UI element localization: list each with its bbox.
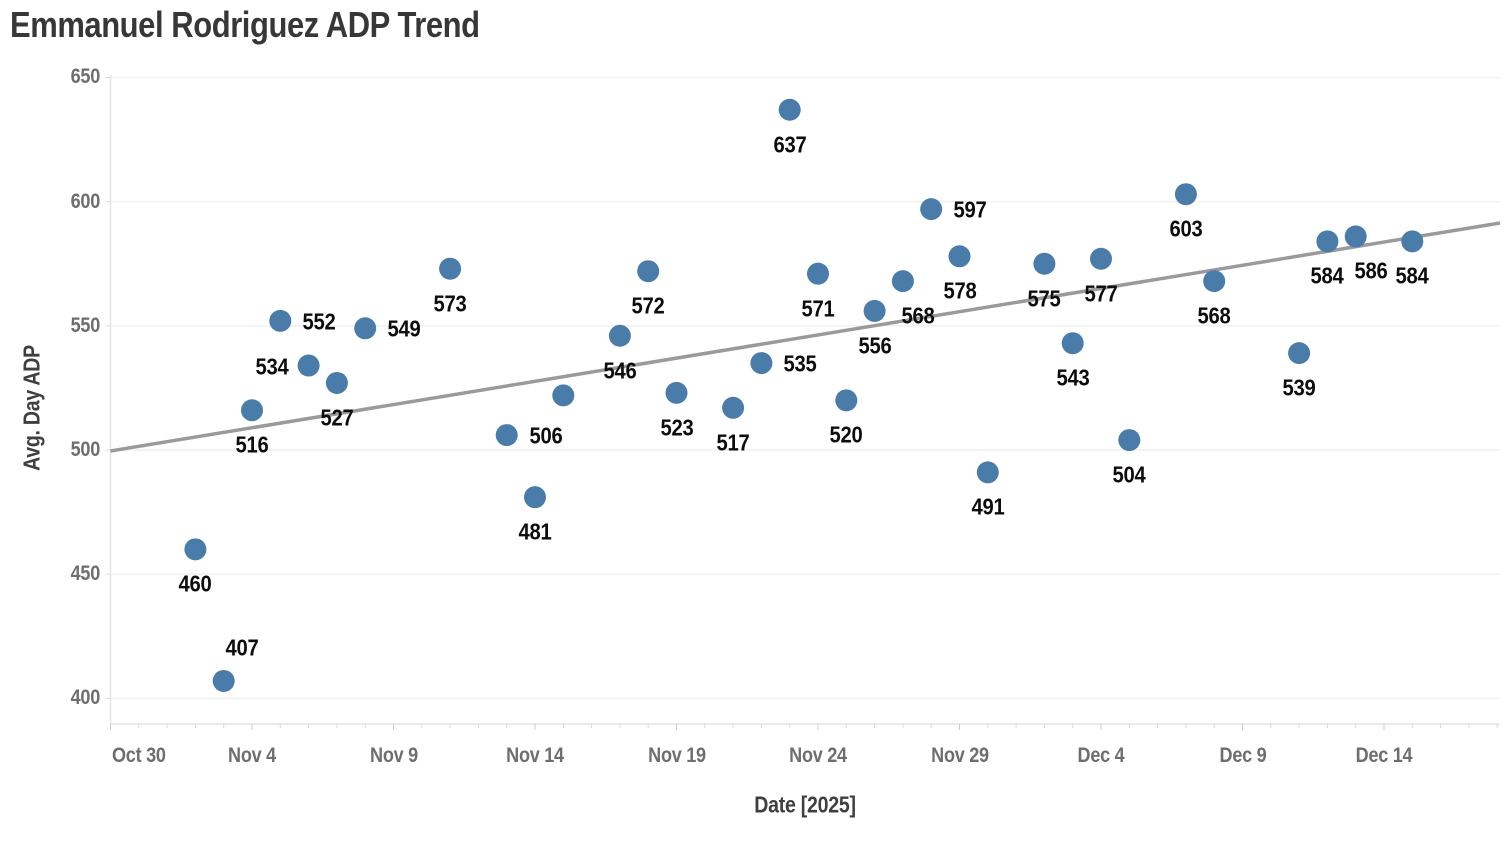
point-value-label: 504 xyxy=(1112,461,1146,488)
scatter-point[interactable] xyxy=(1316,230,1339,253)
point-value-label: 546 xyxy=(603,357,637,384)
y-tick-label: 550 xyxy=(70,313,101,337)
scatter-point[interactable] xyxy=(1174,183,1197,206)
scatter-point[interactable] xyxy=(297,354,320,377)
scatter-point[interactable] xyxy=(1401,230,1424,253)
point-value-label: 568 xyxy=(901,302,935,329)
x-tick-label: Dec 4 xyxy=(1077,744,1125,767)
point-value-label: 491 xyxy=(971,493,1005,520)
point-value-label: 460 xyxy=(178,570,212,597)
scatter-point[interactable] xyxy=(1288,342,1311,365)
point-value-label: 584 xyxy=(1310,262,1344,289)
scatter-point[interactable] xyxy=(608,324,631,347)
x-tick-label: Oct 30 xyxy=(112,744,166,767)
scatter-point[interactable] xyxy=(552,384,575,407)
x-tick-label: Nov 19 xyxy=(647,744,706,767)
x-tick-label: Nov 9 xyxy=(369,744,418,767)
point-value-label: 575 xyxy=(1027,285,1061,312)
scatter-point[interactable] xyxy=(835,389,858,412)
point-value-label: 534 xyxy=(255,353,289,380)
point-value-label: 543 xyxy=(1056,364,1090,391)
point-value-label: 539 xyxy=(1282,374,1316,401)
point-value-label: 517 xyxy=(716,429,750,456)
point-value-label: 603 xyxy=(1169,215,1203,242)
scatter-point[interactable] xyxy=(948,245,971,268)
x-tick-label: Nov 14 xyxy=(506,744,564,767)
point-value-label: 577 xyxy=(1084,280,1118,307)
scatter-point[interactable] xyxy=(241,399,263,422)
chart-title: Emmanuel Rodriguez ADP Trend xyxy=(10,4,480,45)
scatter-point[interactable] xyxy=(212,669,235,692)
point-value-label: 568 xyxy=(1197,302,1231,329)
point-value-label: 506 xyxy=(529,422,563,449)
y-tick-label: 500 xyxy=(70,438,101,461)
point-value-label: 527 xyxy=(320,404,354,431)
scatter-point[interactable] xyxy=(1118,429,1141,452)
point-value-label: 549 xyxy=(387,315,421,342)
y-tick-label: 650 xyxy=(70,65,101,89)
point-value-label: 573 xyxy=(433,290,467,317)
point-value-label: 481 xyxy=(518,518,552,545)
point-value-label: 597 xyxy=(953,196,987,223)
scatter-point[interactable] xyxy=(1090,247,1112,270)
scatter-point[interactable] xyxy=(778,98,801,121)
y-tick-label: 600 xyxy=(70,189,101,213)
x-tick-label: Dec 9 xyxy=(1219,744,1266,767)
scatter-point[interactable] xyxy=(1344,225,1367,248)
scatter-point[interactable] xyxy=(722,396,745,419)
scatter-point[interactable] xyxy=(1061,332,1084,355)
scatter-point[interactable] xyxy=(920,198,943,221)
scatter-point[interactable] xyxy=(637,260,660,283)
y-tick-label: 450 xyxy=(70,562,101,586)
scatter-point[interactable] xyxy=(269,309,292,332)
scatter-point[interactable] xyxy=(1033,252,1056,275)
point-value-label: 523 xyxy=(660,414,693,441)
scatter-point[interactable] xyxy=(184,538,207,561)
x-axis-title: Date [2025] xyxy=(754,791,856,818)
x-tick-label: Nov 4 xyxy=(228,744,276,767)
scatter-point[interactable] xyxy=(325,371,348,394)
point-value-label: 516 xyxy=(235,431,269,458)
scatter-point[interactable] xyxy=(807,262,829,285)
scatter-point[interactable] xyxy=(665,381,688,404)
scatter-point[interactable] xyxy=(1203,270,1226,293)
x-tick-label: Nov 29 xyxy=(930,744,989,767)
point-value-label: 578 xyxy=(943,277,976,304)
scatter-point[interactable] xyxy=(891,270,914,293)
scatter-point[interactable] xyxy=(524,486,546,509)
point-value-label: 552 xyxy=(302,308,336,335)
point-value-label: 586 xyxy=(1354,257,1388,284)
scatter-point[interactable] xyxy=(495,424,518,447)
point-value-label: 637 xyxy=(773,131,807,158)
y-axis-title: Avg. Day ADP xyxy=(18,345,45,471)
point-value-label: 571 xyxy=(801,295,835,322)
y-tick-label: 400 xyxy=(70,686,101,710)
x-tick-label: Nov 24 xyxy=(789,744,847,767)
point-value-label: 407 xyxy=(225,634,259,661)
point-value-label: 535 xyxy=(783,350,817,377)
point-value-label: 556 xyxy=(858,332,892,359)
point-value-label: 520 xyxy=(829,421,863,448)
scatter-point[interactable] xyxy=(354,317,377,340)
scatter-point[interactable] xyxy=(863,299,886,322)
scatter-point[interactable] xyxy=(439,257,462,280)
scatter-point[interactable] xyxy=(976,461,999,484)
point-value-label: 584 xyxy=(1395,262,1429,289)
point-value-label: 572 xyxy=(631,292,665,319)
x-tick-label: Dec 14 xyxy=(1355,744,1413,767)
trend-line xyxy=(110,221,1501,453)
scatter-point[interactable] xyxy=(750,352,773,375)
